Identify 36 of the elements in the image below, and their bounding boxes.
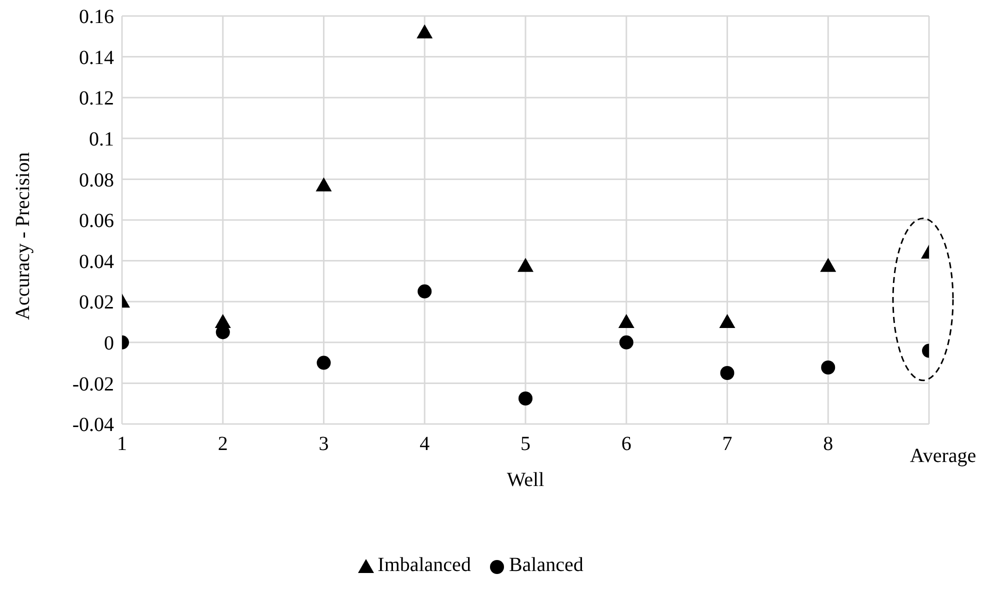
point bbox=[316, 177, 332, 192]
point bbox=[618, 314, 634, 328]
legend-label: Imbalanced bbox=[378, 554, 471, 577]
y-tick-label: -0.02 bbox=[72, 373, 114, 396]
point bbox=[518, 392, 532, 406]
y-axis-title: Accuracy - Precision bbox=[12, 152, 34, 320]
y-tick-label: -0.04 bbox=[72, 414, 114, 436]
y-tick-label: 0.16 bbox=[79, 6, 114, 28]
point bbox=[719, 314, 736, 328]
x-tick-label: 1 bbox=[117, 433, 127, 455]
x-tick-label: 4 bbox=[420, 433, 430, 455]
point bbox=[720, 366, 734, 380]
point bbox=[820, 258, 836, 272]
point bbox=[619, 335, 634, 350]
point bbox=[821, 360, 836, 374]
point bbox=[518, 258, 534, 272]
x-axis-title: Well bbox=[506, 469, 545, 492]
point bbox=[316, 356, 331, 370]
y-tick-label: 0.14 bbox=[79, 46, 114, 69]
x-tick-label: 2 bbox=[218, 433, 228, 455]
x-tick-label: 6 bbox=[621, 433, 632, 455]
y-tick-label: 0.04 bbox=[79, 250, 114, 273]
y-tick-label: 0.02 bbox=[79, 292, 114, 314]
y-tick-label: 0 bbox=[104, 332, 114, 354]
x-tick-label: 5 bbox=[520, 433, 530, 455]
legend-label: Balanced bbox=[508, 554, 584, 577]
y-tick-label: 0.06 bbox=[79, 210, 114, 232]
point bbox=[418, 284, 432, 298]
x-tick-label: 3 bbox=[318, 433, 329, 455]
y-tick-label: 0.1 bbox=[89, 128, 114, 150]
x-tick-label: 8 bbox=[823, 433, 834, 455]
y-tick-label: 0.12 bbox=[79, 88, 114, 110]
x-tick-label: 7 bbox=[722, 433, 732, 455]
x-tick-label: Average bbox=[910, 445, 976, 467]
point bbox=[416, 24, 433, 38]
y-tick-label: 0.08 bbox=[79, 169, 114, 192]
